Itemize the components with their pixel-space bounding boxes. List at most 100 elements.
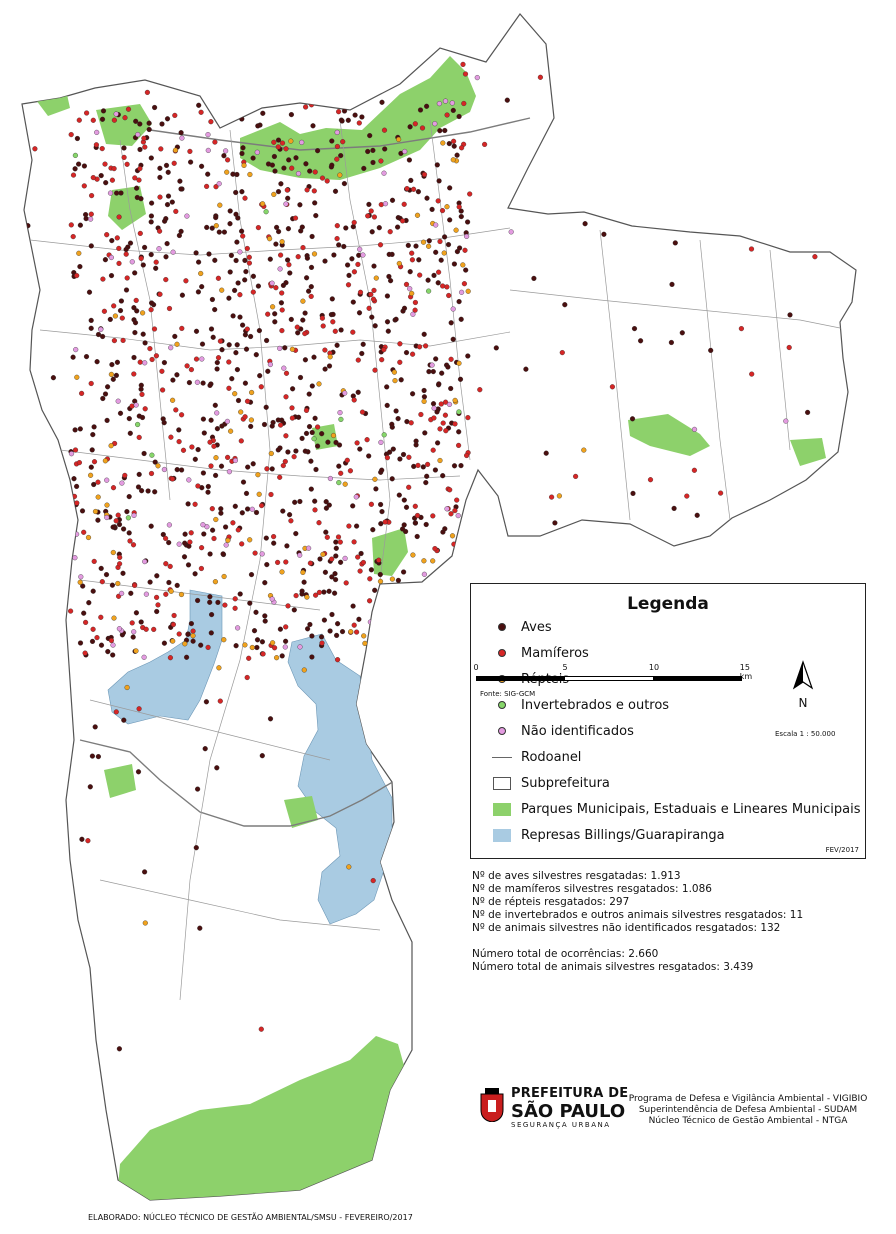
aves-point	[306, 424, 313, 430]
aves-point	[253, 352, 259, 358]
mamiferos-point	[312, 169, 318, 175]
aves-point	[208, 417, 214, 423]
aves-point	[292, 499, 298, 505]
stats-repteis: Nº de répteis resgatados: 297	[472, 896, 630, 908]
logo-line3: SEGURANÇA URBANA	[511, 1121, 611, 1129]
aves-point	[396, 492, 402, 498]
mamiferos-point	[304, 187, 310, 193]
aves-point	[301, 579, 307, 585]
repteis-point	[362, 640, 368, 646]
aves-point	[423, 521, 429, 528]
repteis-point	[174, 341, 180, 347]
mamiferos-point	[462, 71, 469, 77]
mamiferos-point	[264, 466, 270, 472]
mamiferos-point	[133, 297, 139, 303]
aves-point	[128, 590, 134, 596]
mamiferos-point	[444, 112, 450, 118]
mamiferos-point	[148, 307, 154, 313]
aves-point	[216, 229, 222, 235]
mamiferos-point	[88, 380, 94, 387]
aves-point	[197, 925, 203, 931]
aves-point	[400, 451, 407, 458]
repteis-point	[441, 250, 447, 256]
repteis-point	[225, 537, 231, 543]
aves-point	[445, 364, 451, 370]
mamiferos-point	[456, 204, 462, 210]
mamiferos-point	[217, 338, 223, 344]
aves-point	[332, 590, 338, 596]
aves-point	[309, 383, 315, 389]
aves-point	[72, 166, 78, 172]
mamiferos-point	[448, 511, 454, 517]
park-center	[312, 424, 338, 450]
aves-point	[423, 480, 429, 486]
aves-point	[234, 239, 240, 245]
nao-identificados-point	[194, 379, 200, 385]
nao-identificados-point	[161, 466, 167, 473]
nao-identificados-point	[249, 506, 255, 512]
mamiferos-point	[357, 568, 363, 574]
repteis-point	[426, 243, 432, 249]
subprefeitura-boundary-line	[599, 229, 631, 521]
repteis-point	[248, 417, 254, 423]
aves-point	[393, 316, 399, 322]
aves-point	[99, 116, 106, 122]
aves-point	[273, 241, 279, 247]
aves-point	[213, 472, 219, 478]
mamiferos-point	[157, 228, 163, 234]
legend-item-subprefeitura: Subprefeitura	[483, 773, 610, 793]
aves-point	[181, 554, 188, 560]
aves-point	[379, 99, 385, 105]
mamiferos-point	[350, 329, 356, 335]
aves-point	[121, 145, 127, 151]
aves-point	[237, 591, 243, 597]
mamiferos-point	[127, 538, 133, 544]
aves-point	[408, 177, 414, 183]
aves-point	[110, 376, 116, 382]
mamiferos-point	[117, 554, 123, 560]
mamiferos-point	[461, 281, 467, 287]
nao-identificados-point	[179, 135, 185, 141]
aves-point	[368, 567, 374, 573]
aves-point	[424, 103, 430, 109]
aves-point	[326, 363, 333, 369]
aves-point	[117, 410, 124, 416]
aves-point	[200, 470, 206, 476]
aves-point	[270, 419, 276, 426]
aves-point	[120, 570, 126, 576]
aves-point	[188, 621, 194, 627]
aves-point	[333, 577, 339, 583]
nao-identificados-point	[444, 506, 450, 512]
aves-point	[787, 312, 793, 318]
aves-point	[207, 551, 213, 557]
aves-point	[98, 565, 104, 571]
mamiferos-point	[444, 284, 450, 290]
mamiferos-point	[573, 473, 579, 479]
legend-label: Represas Billings/Guarapiranga	[521, 827, 725, 843]
aves-point	[88, 243, 94, 249]
aves-point	[458, 316, 464, 322]
aves-point	[309, 429, 315, 436]
repteis-point	[190, 633, 196, 639]
mamiferos-point	[142, 406, 148, 412]
nao-identificados-point	[337, 410, 343, 416]
mamiferos-point	[285, 603, 291, 609]
aves-point	[277, 626, 283, 632]
repteis-point	[421, 558, 427, 564]
mamiferos-point	[329, 556, 335, 562]
mamiferos-point	[279, 290, 285, 296]
mamiferos-point	[431, 415, 437, 421]
nao-identificados-point	[235, 625, 241, 631]
aves-point	[378, 501, 384, 508]
repteis-point	[279, 239, 285, 245]
aves-point	[132, 320, 139, 326]
aves-point	[278, 181, 284, 187]
aves-point	[493, 345, 499, 351]
aves-point	[283, 280, 289, 286]
aves-point	[89, 638, 96, 644]
aves-point	[322, 258, 328, 264]
mamiferos-point	[286, 262, 292, 268]
repteis-point	[396, 136, 402, 142]
aves-point	[275, 417, 281, 423]
